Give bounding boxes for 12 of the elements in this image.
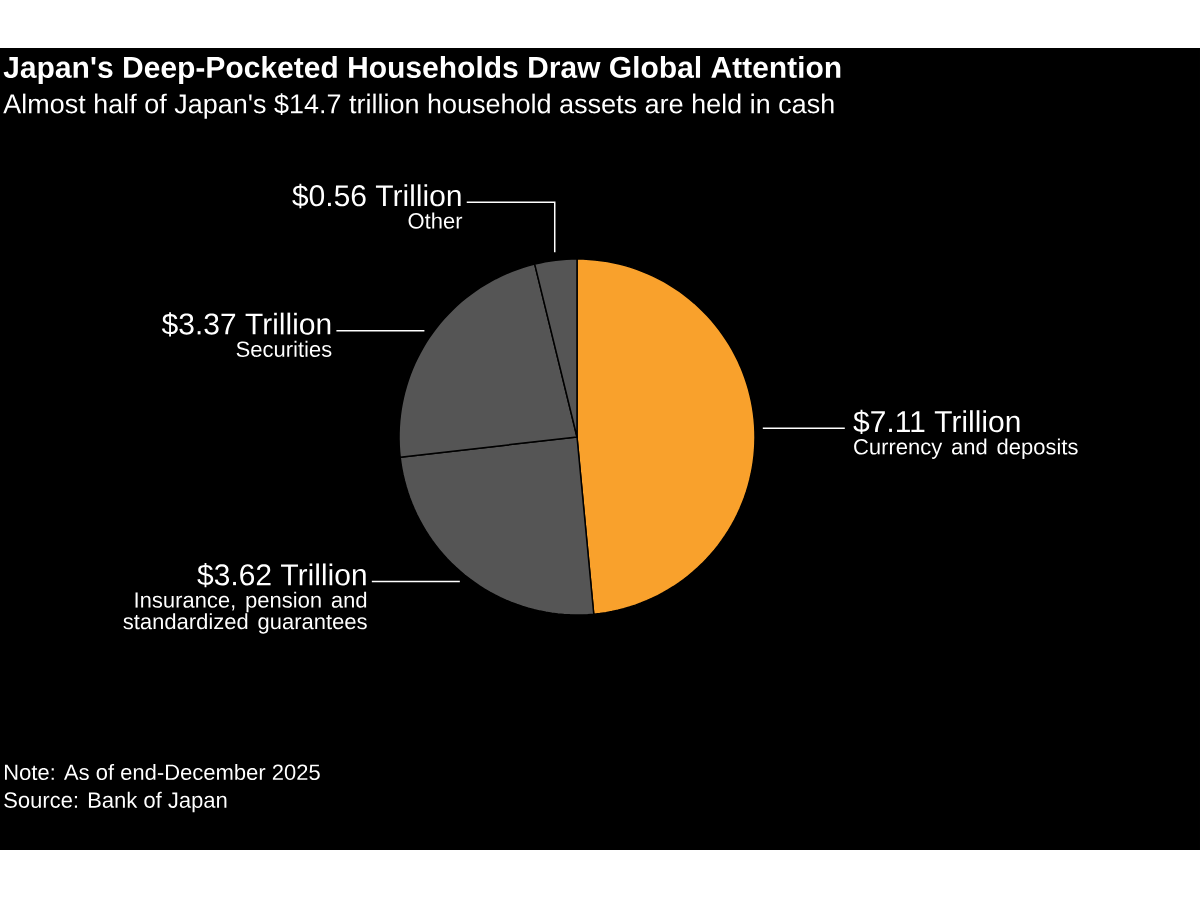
source-note: Source: Bank of Japan — [4, 791, 227, 813]
slice-label: Insurance, pension and standardized guarantees — [123, 591, 367, 634]
data-label: $3.62 Trillion — [197, 562, 366, 588]
slice-label: Securities — [236, 340, 332, 358]
chart-title: Japan's Deep-Pocketed Households Draw Global Attention — [3, 56, 841, 84]
chart-subtitle: Almost half of Japan's $14.7 trillion household assets are held in cash — [3, 93, 834, 119]
slice-label: Currency and deposits — [854, 438, 1078, 459]
data-label: $7.11 Trillion — [853, 409, 1020, 435]
data-label: $0.56 Trillion — [292, 183, 461, 209]
data-label: $3.37 Trillion — [161, 312, 331, 337]
text: Note: As of end-December 2025 — [5, 763, 320, 781]
slice-label: Other — [408, 212, 463, 229]
